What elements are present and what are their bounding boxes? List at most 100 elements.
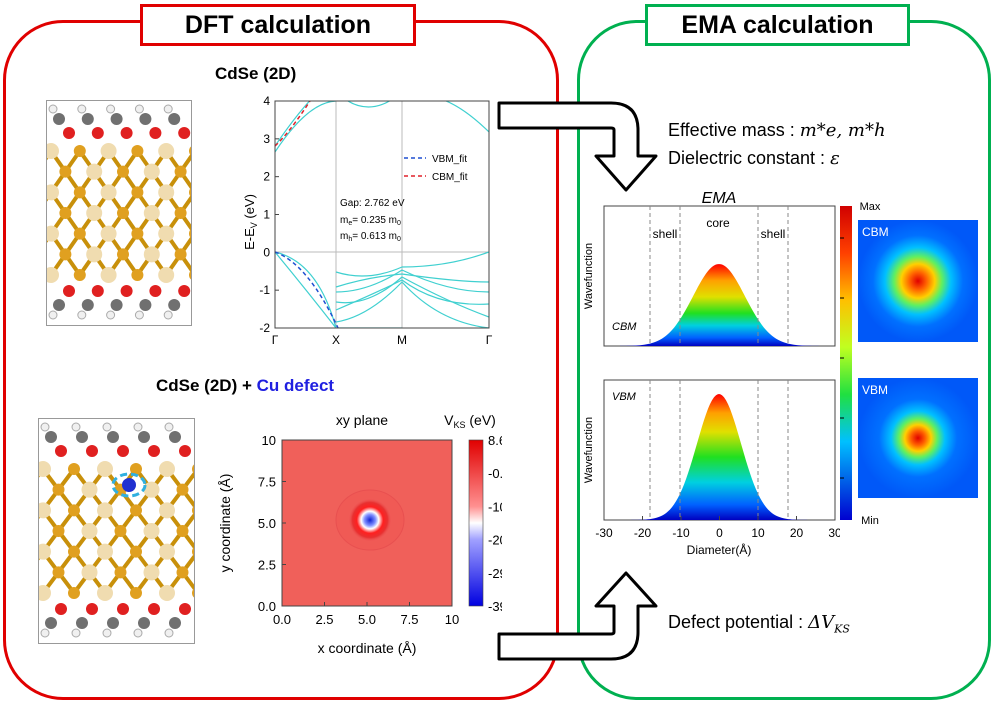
hydrogen-atom bbox=[163, 310, 173, 320]
cbm-fit-curve bbox=[275, 101, 311, 147]
cd-atom bbox=[47, 225, 59, 242]
cu-atom bbox=[122, 478, 136, 492]
potential-map-plot: xy plane VKS (eV) 0.0 2.5 5.0 7.5 10 10 7.5 5.… bbox=[217, 412, 502, 656]
cd-atom bbox=[86, 246, 103, 263]
dielectric-line: Dielectric constant : ε bbox=[668, 148, 840, 169]
se-atom bbox=[68, 587, 80, 599]
cd-atom bbox=[86, 205, 103, 221]
hydrogen-atom bbox=[102, 628, 112, 638]
band-line bbox=[335, 276, 489, 318]
oxygen-atom bbox=[149, 285, 162, 297]
band-line bbox=[275, 101, 311, 147]
se-atom bbox=[68, 504, 80, 517]
cd-atom bbox=[97, 461, 113, 477]
hydrogen-atom bbox=[77, 104, 87, 114]
se-atom bbox=[68, 463, 80, 475]
ema-xtick-label: -10 bbox=[672, 526, 690, 540]
carbon-atom bbox=[53, 113, 65, 125]
hydrogen-atom bbox=[71, 422, 81, 432]
se-atom bbox=[73, 227, 86, 240]
band-ytick-label: -1 bbox=[259, 283, 270, 297]
dielectric-label: Dielectric constant : bbox=[668, 148, 826, 168]
oxygen-atom bbox=[117, 603, 129, 615]
carbon-atom bbox=[138, 617, 150, 629]
se-atom bbox=[52, 525, 65, 537]
oxygen-atom bbox=[120, 127, 133, 139]
hydrogen-atom bbox=[106, 104, 116, 114]
cbar-tick-label: -10.52 bbox=[488, 499, 502, 514]
cdse-cu-structure-svg bbox=[39, 422, 194, 638]
map-colorbar bbox=[468, 439, 484, 607]
hydrogen-atom bbox=[77, 310, 87, 320]
effective-mass-symbol: m*e, m*h bbox=[799, 120, 886, 141]
carbon-atom bbox=[139, 299, 152, 311]
cd-atom bbox=[100, 225, 117, 242]
ema-xlabel: Diameter(Å) bbox=[687, 542, 752, 557]
map-ytick-label: 7.5 bbox=[258, 475, 276, 490]
system2-label-main: CdSe (2D) + bbox=[156, 376, 257, 395]
cd-atom bbox=[158, 225, 175, 242]
cd-atom bbox=[143, 246, 160, 263]
carbon-atom bbox=[139, 113, 152, 125]
se-atom bbox=[117, 207, 129, 219]
cbm-density-map bbox=[858, 220, 978, 342]
se-atom bbox=[73, 186, 86, 199]
se-atom bbox=[114, 525, 127, 537]
cbm-wavefunction-curve bbox=[620, 264, 820, 346]
cd-atom bbox=[97, 585, 113, 601]
legend-vbm-label: VBM_fit bbox=[432, 154, 467, 165]
vbm-tag: VBM bbox=[612, 391, 637, 403]
band-frame bbox=[274, 100, 490, 329]
shell-left-label: shell bbox=[653, 227, 678, 241]
system1-label: CdSe (2D) bbox=[215, 64, 297, 83]
cd-atom bbox=[143, 564, 160, 581]
carbon-atom bbox=[168, 299, 181, 311]
dielectric-symbol: ε bbox=[830, 148, 840, 169]
ema-title: EMA calculation bbox=[645, 4, 910, 46]
cd-atom bbox=[143, 163, 160, 180]
oxygen-atom bbox=[63, 285, 75, 297]
hydrogen-atom bbox=[48, 310, 58, 320]
cd-atom bbox=[143, 481, 160, 498]
cbar-title: VKS (eV) bbox=[444, 412, 496, 430]
ema-xtick-label: 10 bbox=[751, 526, 765, 540]
ema-xtick-label: 30 bbox=[828, 526, 840, 540]
se-atom bbox=[52, 566, 65, 579]
se-atom bbox=[189, 187, 191, 197]
se-atom bbox=[68, 545, 80, 558]
hydrogen-atom bbox=[164, 422, 174, 432]
defect-potential-label: Defect potential : bbox=[668, 612, 804, 632]
cd-atom bbox=[39, 543, 51, 560]
se-atom bbox=[130, 463, 142, 475]
map-title: xy plane bbox=[336, 412, 388, 428]
ema-colorbar-ticks bbox=[840, 237, 844, 479]
cd-atom bbox=[47, 143, 59, 159]
ema-plot-title: EMA bbox=[702, 190, 737, 207]
cd-atom bbox=[100, 184, 117, 201]
carbon-atom bbox=[169, 431, 181, 443]
ema-xtick-label: -20 bbox=[634, 526, 652, 540]
carbon-atom bbox=[107, 617, 119, 629]
se-atom bbox=[130, 545, 142, 558]
map-ytick-label: 5.0 bbox=[258, 516, 276, 531]
cd-atom bbox=[47, 184, 59, 201]
band-xtick-label: Γ bbox=[486, 333, 493, 347]
band-line bbox=[335, 251, 489, 277]
se-atom bbox=[59, 207, 72, 219]
cd-atom bbox=[81, 564, 98, 581]
se-atom bbox=[189, 229, 191, 239]
cd-atom bbox=[143, 205, 160, 221]
se-atom bbox=[189, 270, 191, 280]
hydrogen-atom bbox=[106, 310, 116, 320]
cd-atom bbox=[97, 543, 113, 560]
cd-atom bbox=[81, 523, 98, 539]
cbm-map-label: CBM bbox=[862, 225, 889, 239]
cdse-cu-structure-image bbox=[38, 418, 195, 644]
se-atom bbox=[130, 504, 142, 517]
oxygen-atom bbox=[63, 127, 75, 139]
cd-atom bbox=[143, 523, 160, 539]
oxygen-atom bbox=[91, 285, 104, 297]
oxygen-atom bbox=[91, 127, 104, 139]
band-ytick-label: 4 bbox=[263, 94, 270, 108]
carbon-atom bbox=[168, 113, 181, 125]
